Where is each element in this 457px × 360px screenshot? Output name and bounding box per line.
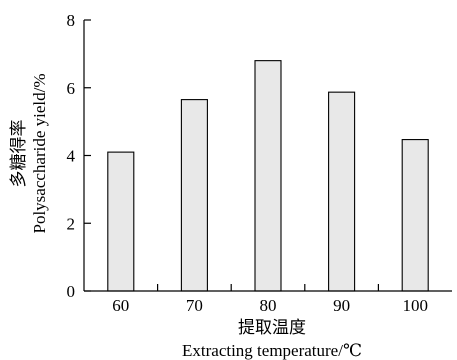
y-tick-label: 2 [67,214,76,233]
bar-100 [401,139,429,292]
bars-layer [107,60,429,292]
bar-60 [107,151,135,292]
y-tick-label: 8 [67,11,76,30]
x-tick-label-100: 100 [402,296,428,315]
bar-70 [180,99,208,292]
y-ticks-layer: 0 2 4 6 8 [67,11,91,301]
bar-80 [254,60,282,292]
x-tick-label-70: 70 [186,296,203,315]
y-axis-label-chinese: 多糖得率 [9,120,28,188]
x-tick-label-80: 80 [260,296,277,315]
x-tick-label-60: 60 [112,296,129,315]
bar-90 [328,91,356,292]
y-tick-label: 0 [67,282,76,301]
x-ticks-layer: 60 70 80 90 100 [112,284,428,315]
y-tick-label: 4 [67,147,76,166]
x-axis-label-english: Extracting temperature/℃ [182,341,362,360]
x-tick-label-90: 90 [333,296,350,315]
x-axis-label-chinese: 提取温度 [238,318,306,337]
y-axis-label-english: Polysaccharide yield/% [30,73,49,233]
y-tick-label: 6 [67,79,76,98]
